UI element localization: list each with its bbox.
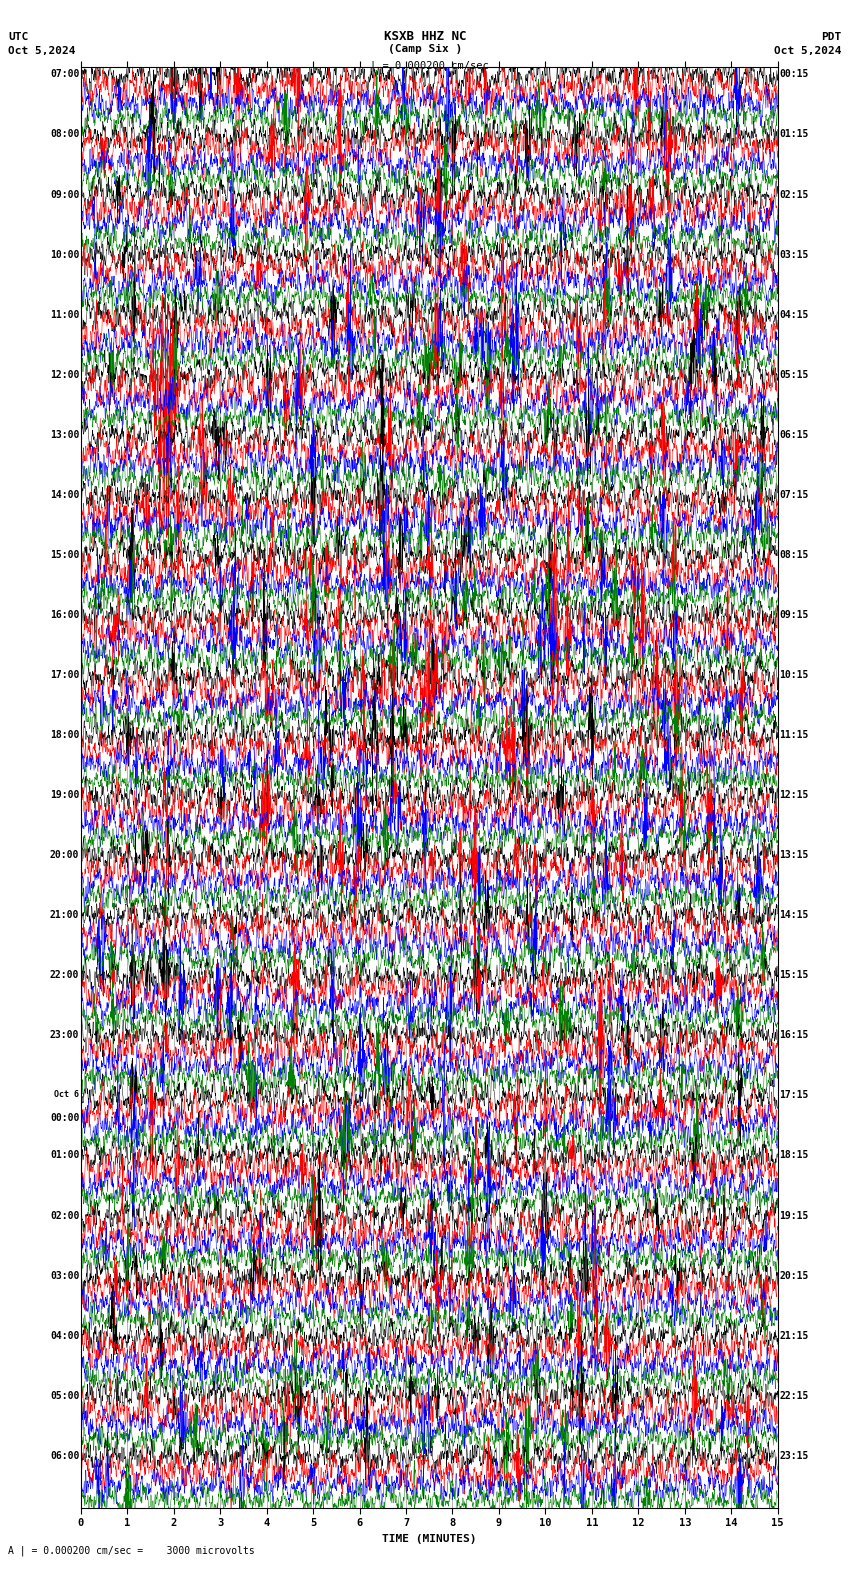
Text: 07:15: 07:15: [779, 489, 808, 501]
Text: Oct 5,2024: Oct 5,2024: [774, 46, 842, 55]
Text: 02:00: 02:00: [50, 1210, 79, 1221]
Text: 14:15: 14:15: [779, 911, 808, 920]
Text: 05:15: 05:15: [779, 369, 808, 380]
Text: 03:00: 03:00: [50, 1270, 79, 1280]
Text: 11:15: 11:15: [779, 730, 808, 740]
Text: 20:15: 20:15: [779, 1270, 808, 1280]
Text: 12:00: 12:00: [50, 369, 79, 380]
Text: 17:00: 17:00: [50, 670, 79, 680]
Text: UTC: UTC: [8, 32, 29, 41]
Text: (Camp Six ): (Camp Six ): [388, 44, 462, 54]
Text: 20:00: 20:00: [50, 851, 79, 860]
Text: 15:15: 15:15: [779, 971, 808, 980]
Text: PDT: PDT: [821, 32, 842, 41]
Text: 11:00: 11:00: [50, 309, 79, 320]
Text: 14:00: 14:00: [50, 489, 79, 501]
Text: 16:00: 16:00: [50, 610, 79, 619]
Text: 13:15: 13:15: [779, 851, 808, 860]
Text: 01:15: 01:15: [779, 130, 808, 139]
Text: 19:15: 19:15: [779, 1210, 808, 1221]
Text: 09:00: 09:00: [50, 190, 79, 200]
Text: A | = 0.000200 cm/sec =    3000 microvolts: A | = 0.000200 cm/sec = 3000 microvolts: [8, 1546, 255, 1557]
Text: 23:00: 23:00: [50, 1030, 79, 1041]
Text: 00:15: 00:15: [779, 70, 808, 79]
Text: 04:00: 04:00: [50, 1331, 79, 1340]
Text: 03:15: 03:15: [779, 250, 808, 260]
Text: 05:00: 05:00: [50, 1391, 79, 1400]
Text: 07:00: 07:00: [50, 70, 79, 79]
Text: 18:15: 18:15: [779, 1150, 808, 1161]
Text: 22:00: 22:00: [50, 971, 79, 980]
Text: 10:15: 10:15: [779, 670, 808, 680]
Text: Oct 5,2024: Oct 5,2024: [8, 46, 76, 55]
X-axis label: TIME (MINUTES): TIME (MINUTES): [382, 1533, 477, 1544]
Text: 06:15: 06:15: [779, 429, 808, 440]
Text: 18:00: 18:00: [50, 730, 79, 740]
Text: 15:00: 15:00: [50, 550, 79, 559]
Text: 16:15: 16:15: [779, 1030, 808, 1041]
Text: 08:00: 08:00: [50, 130, 79, 139]
Text: 08:15: 08:15: [779, 550, 808, 559]
Text: Oct 6: Oct 6: [54, 1090, 79, 1099]
Text: 21:00: 21:00: [50, 911, 79, 920]
Text: 04:15: 04:15: [779, 309, 808, 320]
Text: 12:15: 12:15: [779, 790, 808, 800]
Text: 01:00: 01:00: [50, 1150, 79, 1161]
Text: 06:00: 06:00: [50, 1451, 79, 1460]
Text: 10:00: 10:00: [50, 250, 79, 260]
Text: 21:15: 21:15: [779, 1331, 808, 1340]
Text: 17:15: 17:15: [779, 1090, 808, 1101]
Text: KSXB HHZ NC: KSXB HHZ NC: [383, 30, 467, 43]
Text: 02:15: 02:15: [779, 190, 808, 200]
Text: | = 0.000200 cm/sec: | = 0.000200 cm/sec: [370, 60, 489, 71]
Text: 09:15: 09:15: [779, 610, 808, 619]
Text: 13:00: 13:00: [50, 429, 79, 440]
Text: 22:15: 22:15: [779, 1391, 808, 1400]
Text: 00:00: 00:00: [50, 1114, 79, 1123]
Text: 23:15: 23:15: [779, 1451, 808, 1460]
Text: 19:00: 19:00: [50, 790, 79, 800]
